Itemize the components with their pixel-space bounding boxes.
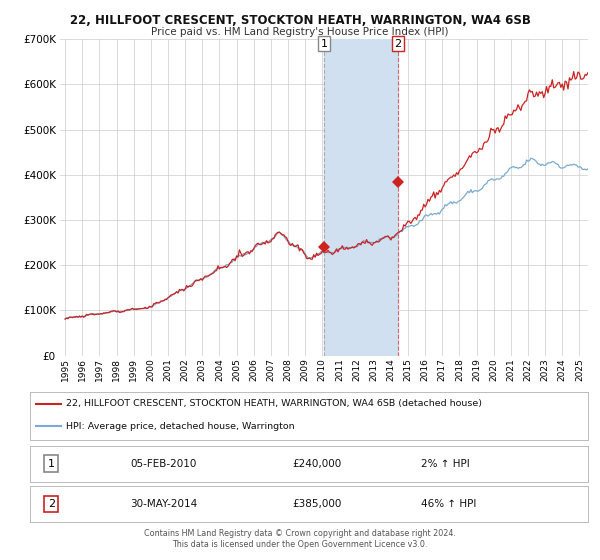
Text: 1: 1	[48, 459, 55, 469]
Text: 05-FEB-2010: 05-FEB-2010	[130, 459, 197, 469]
Text: 22, HILLFOOT CRESCENT, STOCKTON HEATH, WARRINGTON, WA4 6SB: 22, HILLFOOT CRESCENT, STOCKTON HEATH, W…	[70, 14, 530, 27]
Text: Contains HM Land Registry data © Crown copyright and database right 2024.
This d: Contains HM Land Registry data © Crown c…	[144, 529, 456, 549]
Bar	[324, 39, 398, 356]
Text: £385,000: £385,000	[292, 499, 341, 509]
Text: 30-MAY-2014: 30-MAY-2014	[130, 499, 197, 509]
Text: 1: 1	[320, 39, 328, 49]
Text: Price paid vs. HM Land Registry's House Price Index (HPI): Price paid vs. HM Land Registry's House …	[151, 27, 449, 37]
Text: 2: 2	[47, 499, 55, 509]
Text: 46% ↑ HPI: 46% ↑ HPI	[421, 499, 476, 509]
Text: 22, HILLFOOT CRESCENT, STOCKTON HEATH, WARRINGTON, WA4 6SB (detached house): 22, HILLFOOT CRESCENT, STOCKTON HEATH, W…	[66, 399, 482, 408]
Text: HPI: Average price, detached house, Warrington: HPI: Average price, detached house, Warr…	[66, 422, 295, 431]
Text: 2% ↑ HPI: 2% ↑ HPI	[421, 459, 469, 469]
Text: £240,000: £240,000	[292, 459, 341, 469]
Text: 2: 2	[394, 39, 401, 49]
